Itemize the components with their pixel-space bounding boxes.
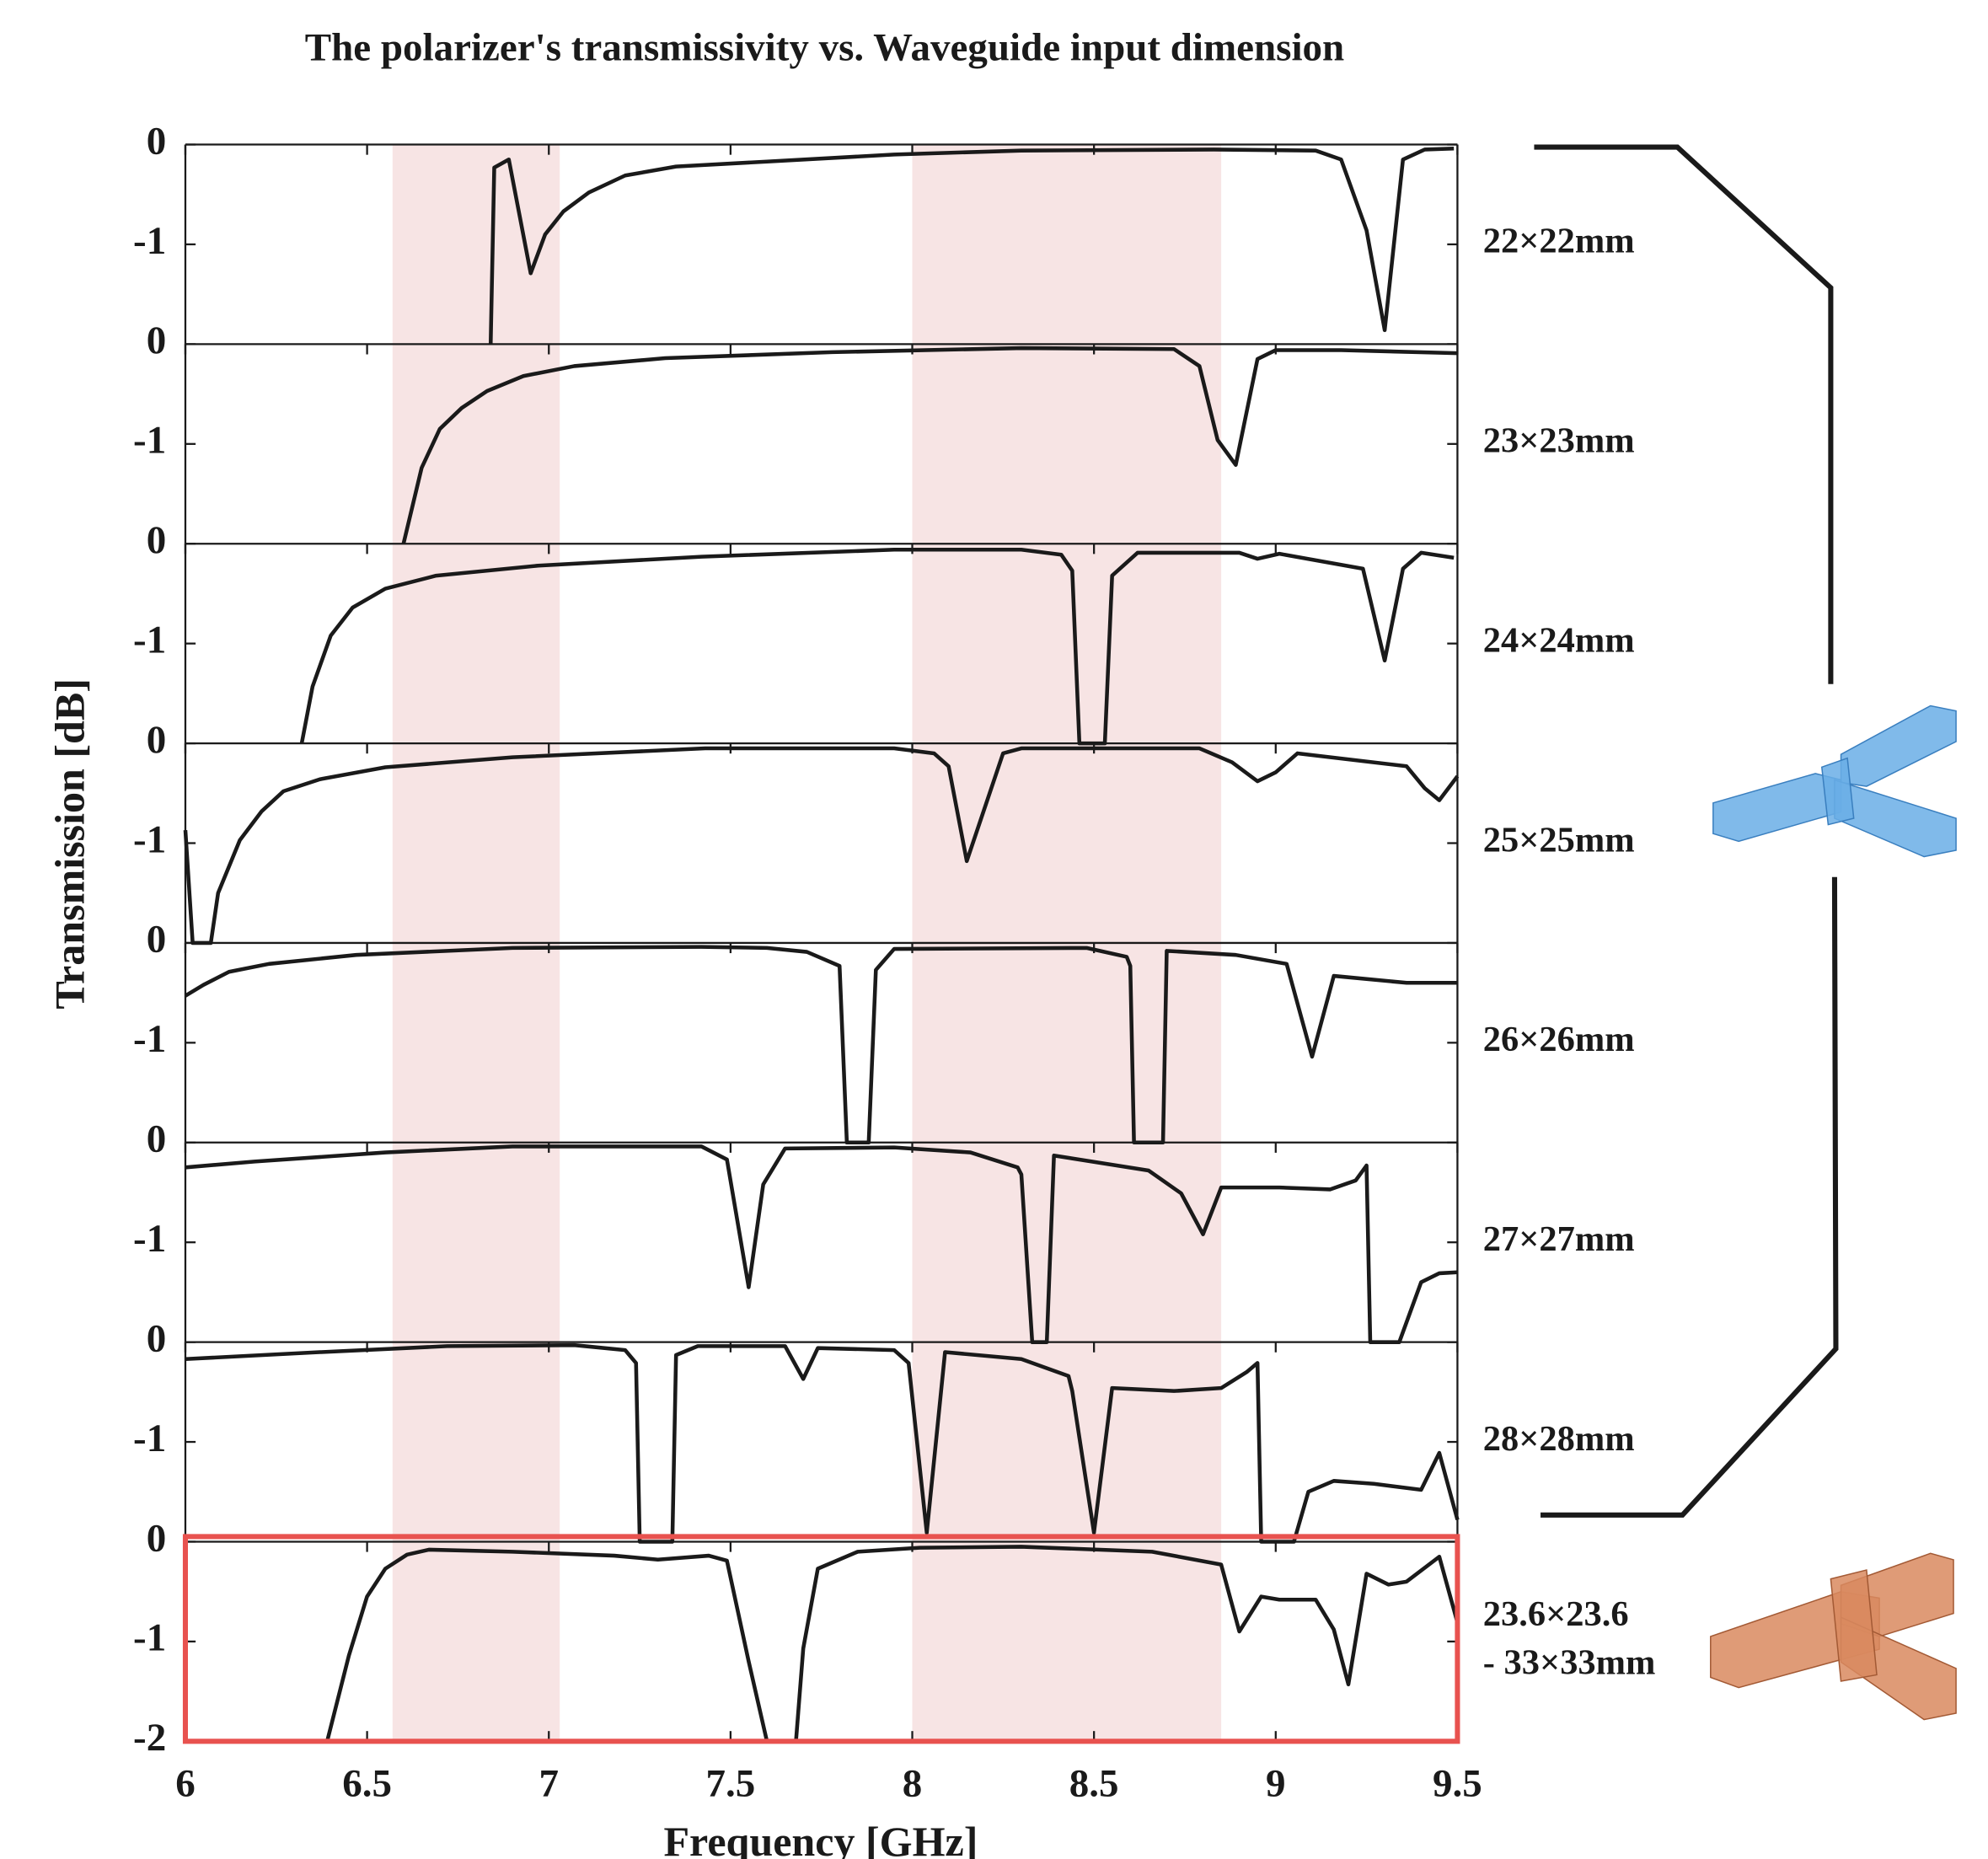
y-tick-label: 0: [147, 918, 167, 962]
y-tick-label: 0: [147, 1516, 167, 1560]
y-tick-label: -1: [133, 1017, 166, 1061]
panel-label: 26×26mm: [1483, 1020, 1635, 1059]
panel-label: 23×23mm: [1483, 421, 1635, 461]
panel-label: 28×28mm: [1483, 1419, 1635, 1459]
y-tick-label: -2: [133, 1716, 166, 1760]
plot-area: 6 6.5 7 7.5 8 8.5 9 9.5 0 -1 22×22mm 0 -1 23×23mm 0 -1 2…: [133, 119, 1655, 1805]
blue-waveguide-icon: [1713, 706, 1956, 857]
panel-label: 27×27mm: [1483, 1219, 1635, 1259]
chart-title: The polarizer's transmissivity vs. Waveg…: [305, 26, 1344, 70]
x-tick-label: 8: [903, 1762, 923, 1806]
panel-label: 24×24mm: [1483, 620, 1635, 660]
y-tick-label: -1: [133, 1616, 166, 1660]
y-tick-label: 0: [147, 119, 167, 163]
x-tick-label: 7.5: [705, 1762, 755, 1806]
y-tick-label: 0: [147, 1117, 167, 1161]
icon-part: [1822, 758, 1854, 825]
x-tick-label: 8.5: [1069, 1762, 1119, 1806]
x-tick-label: 7: [539, 1762, 559, 1806]
y-tick-label: -1: [133, 817, 166, 861]
line: [185, 748, 1457, 943]
panel-label: 25×25mm: [1483, 820, 1635, 860]
y-tick-label: -1: [133, 1217, 166, 1261]
y-tick-label: -1: [133, 419, 166, 463]
icon-part: [1841, 706, 1957, 787]
line: [185, 947, 1457, 1143]
line: [185, 1345, 1457, 1541]
y-tick-label: 0: [147, 1316, 167, 1360]
x-tick-label: 9: [1266, 1762, 1286, 1806]
y-axis-label: Transmission [dB]: [46, 678, 93, 1010]
y-tick-label: -1: [133, 219, 166, 263]
y-tick-label: 0: [147, 718, 167, 762]
orange-waveguide-icon: [1711, 1553, 1956, 1719]
x-tick-label: 9.5: [1433, 1762, 1482, 1806]
x-tick-label: 6: [175, 1762, 196, 1806]
x-tick-label: 6.5: [342, 1762, 392, 1806]
y-tick-label: 0: [147, 518, 167, 562]
panel-label: 23.6×23.6: [1483, 1594, 1629, 1634]
y-tick-label: -1: [133, 618, 166, 662]
chart: The polarizer's transmissivity vs. Waveg…: [0, 0, 1988, 1859]
panel-label: 22×22mm: [1483, 222, 1635, 261]
y-tick-label: -1: [133, 1417, 166, 1460]
icon-part: [1713, 774, 1841, 841]
panel-label: - 33×33mm: [1483, 1642, 1656, 1682]
y-tick-label: 0: [147, 319, 167, 362]
x-axis-label: Frequency [GHz]: [663, 1818, 978, 1859]
line: [185, 1146, 1457, 1342]
